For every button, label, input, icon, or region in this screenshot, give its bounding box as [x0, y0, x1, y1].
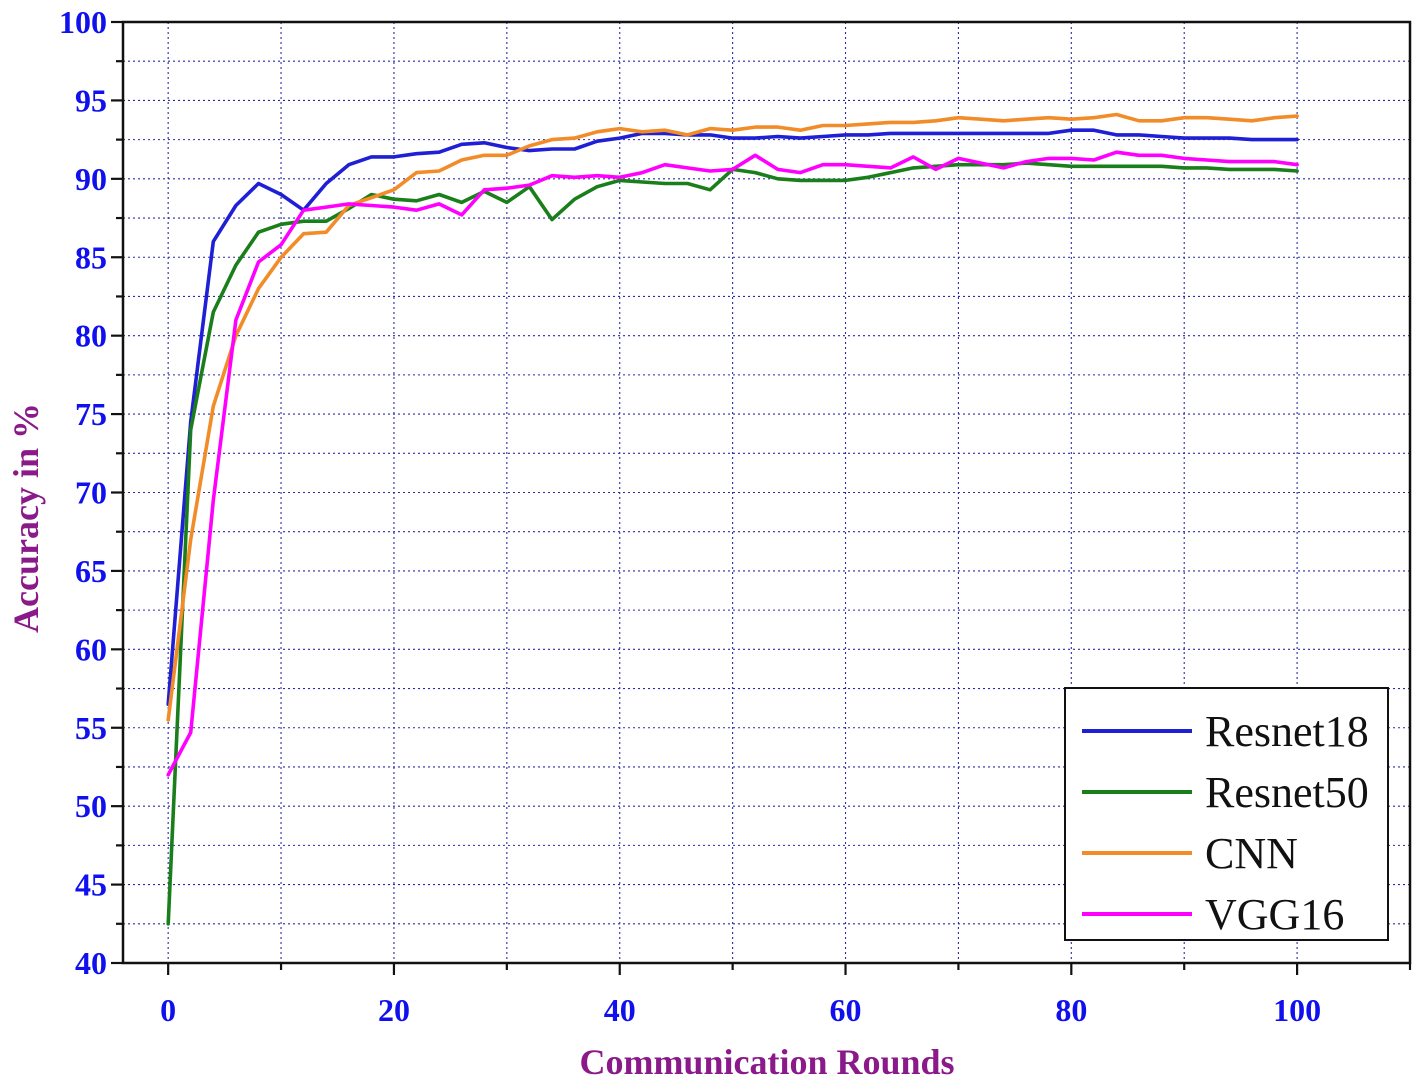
series-line-vgg16 — [166, 150, 1299, 777]
x-axis-title: Communication Rounds — [579, 1042, 954, 1082]
y-tick-label: 80 — [75, 318, 107, 354]
y-tick-label: 85 — [75, 239, 107, 275]
y-tick-label: 45 — [75, 867, 107, 903]
legend-label: CNN — [1205, 829, 1298, 878]
series-layer — [166, 112, 1299, 926]
x-tick-label: 0 — [160, 992, 176, 1028]
y-tick-label: 90 — [75, 161, 107, 197]
x-tick-label: 80 — [1055, 992, 1087, 1028]
x-tick-label: 20 — [378, 992, 410, 1028]
y-tick-label: 65 — [75, 553, 107, 589]
y-tick-label: 95 — [75, 82, 107, 118]
axes-layer: 0 20 40 60 80 100 40 45 50 55 60 65 70 75 80 85 90 95 100 — [59, 4, 1412, 1028]
y-axis-title: Accuracy in % — [6, 403, 46, 633]
legend-label: Resnet50 — [1205, 768, 1369, 817]
y-tick-label: 100 — [59, 4, 107, 40]
x-tick-label: 100 — [1273, 992, 1321, 1028]
y-tick-label: 55 — [75, 710, 107, 746]
legend-label: VGG16 — [1205, 890, 1344, 939]
y-tick-label: 70 — [75, 475, 107, 511]
x-tick-label: 40 — [604, 992, 636, 1028]
y-tick-label: 40 — [75, 945, 107, 981]
legend-label: Resnet18 — [1205, 707, 1369, 756]
x-tick-label: 60 — [830, 992, 862, 1028]
y-tick-label: 50 — [75, 788, 107, 824]
series-line-resnet18 — [166, 128, 1299, 707]
y-tick-label: 60 — [75, 631, 107, 667]
y-tick-label: 75 — [75, 396, 107, 432]
legend: Resnet18 Resnet50 CNN VGG16 — [1064, 687, 1389, 941]
